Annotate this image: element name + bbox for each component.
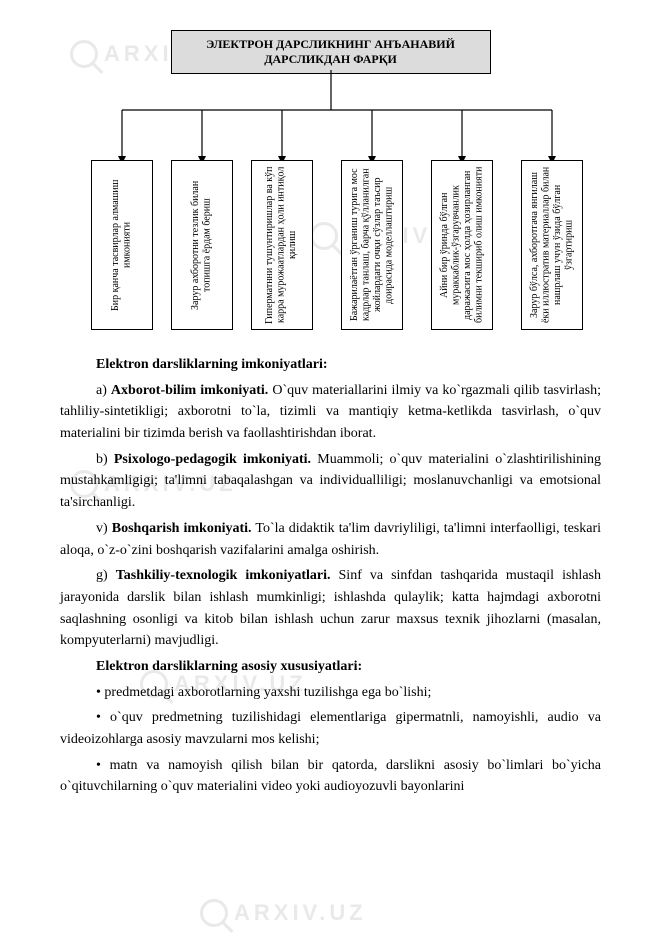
paragraph-v: v) Boshqarish imkoniyati. To`la didaktik… [60,518,601,561]
watermark: ARXIV.UZ [200,899,367,927]
diagram-title-box: ЭЛЕКТРОН ДАРСЛИКНИНГ АНЪАНАВИЙ ДАРСЛИКДА… [171,30,491,74]
diagram-title: ЭЛЕКТРОН ДАРСЛИКНИНГ АНЪАНАВИЙ ДАРСЛИКДА… [206,37,455,66]
org-diagram: ЭЛЕКТРОН ДАРСЛИКНИНГ АНЪАНАВИЙ ДАРСЛИКДА… [71,20,591,330]
diagram-leaf: Гиперматнни тушунтиришлар ва кўп карра м… [251,160,313,330]
bullet-item: • matn va namoyish qilish bilan bir qato… [60,755,601,798]
paragraph-g: g) Tashkiliy-texnologik imkoniyatlari. S… [60,565,601,652]
section-heading: Elektron darsliklarning asosiy xususiyat… [60,656,601,678]
paragraph-b: b) Psixologo-pedagogik imkoniyati. Muamm… [60,449,601,514]
diagram-leaf: Зарур бўлса, ахборотгача янгилаш ёки илл… [521,160,583,330]
bullet-item: • predmetdagi axborotlarning yaxshi tuzi… [60,682,601,704]
page: ЭЛЕКТРОН ДАРСЛИКНИНГ АНЪАНАВИЙ ДАРСЛИКДА… [0,0,661,822]
section-heading: Elektron darsliklarning imkoniyatlari: [60,354,601,376]
bullet-item: • o`quv predmetning tuzilishidagi elemen… [60,707,601,750]
diagram-leaf: Зарур ахборотни тезлик билан топишга ёрд… [171,160,233,330]
diagram-leaf: Айни бир ўринда бўлган мураккаблик-ўзгар… [431,160,493,330]
paragraph-a: a) Axborot-bilim imkoniyati. O`quv mater… [60,380,601,445]
diagram-leaf: Бажарилаётган ўрганиш турига мос кадрлар… [341,160,403,330]
diagram-leaf: Бир қанча тасвирлар алмашиш имконияти [91,160,153,330]
body-text: Elektron darsliklarning imkoniyatlari: a… [60,354,601,798]
